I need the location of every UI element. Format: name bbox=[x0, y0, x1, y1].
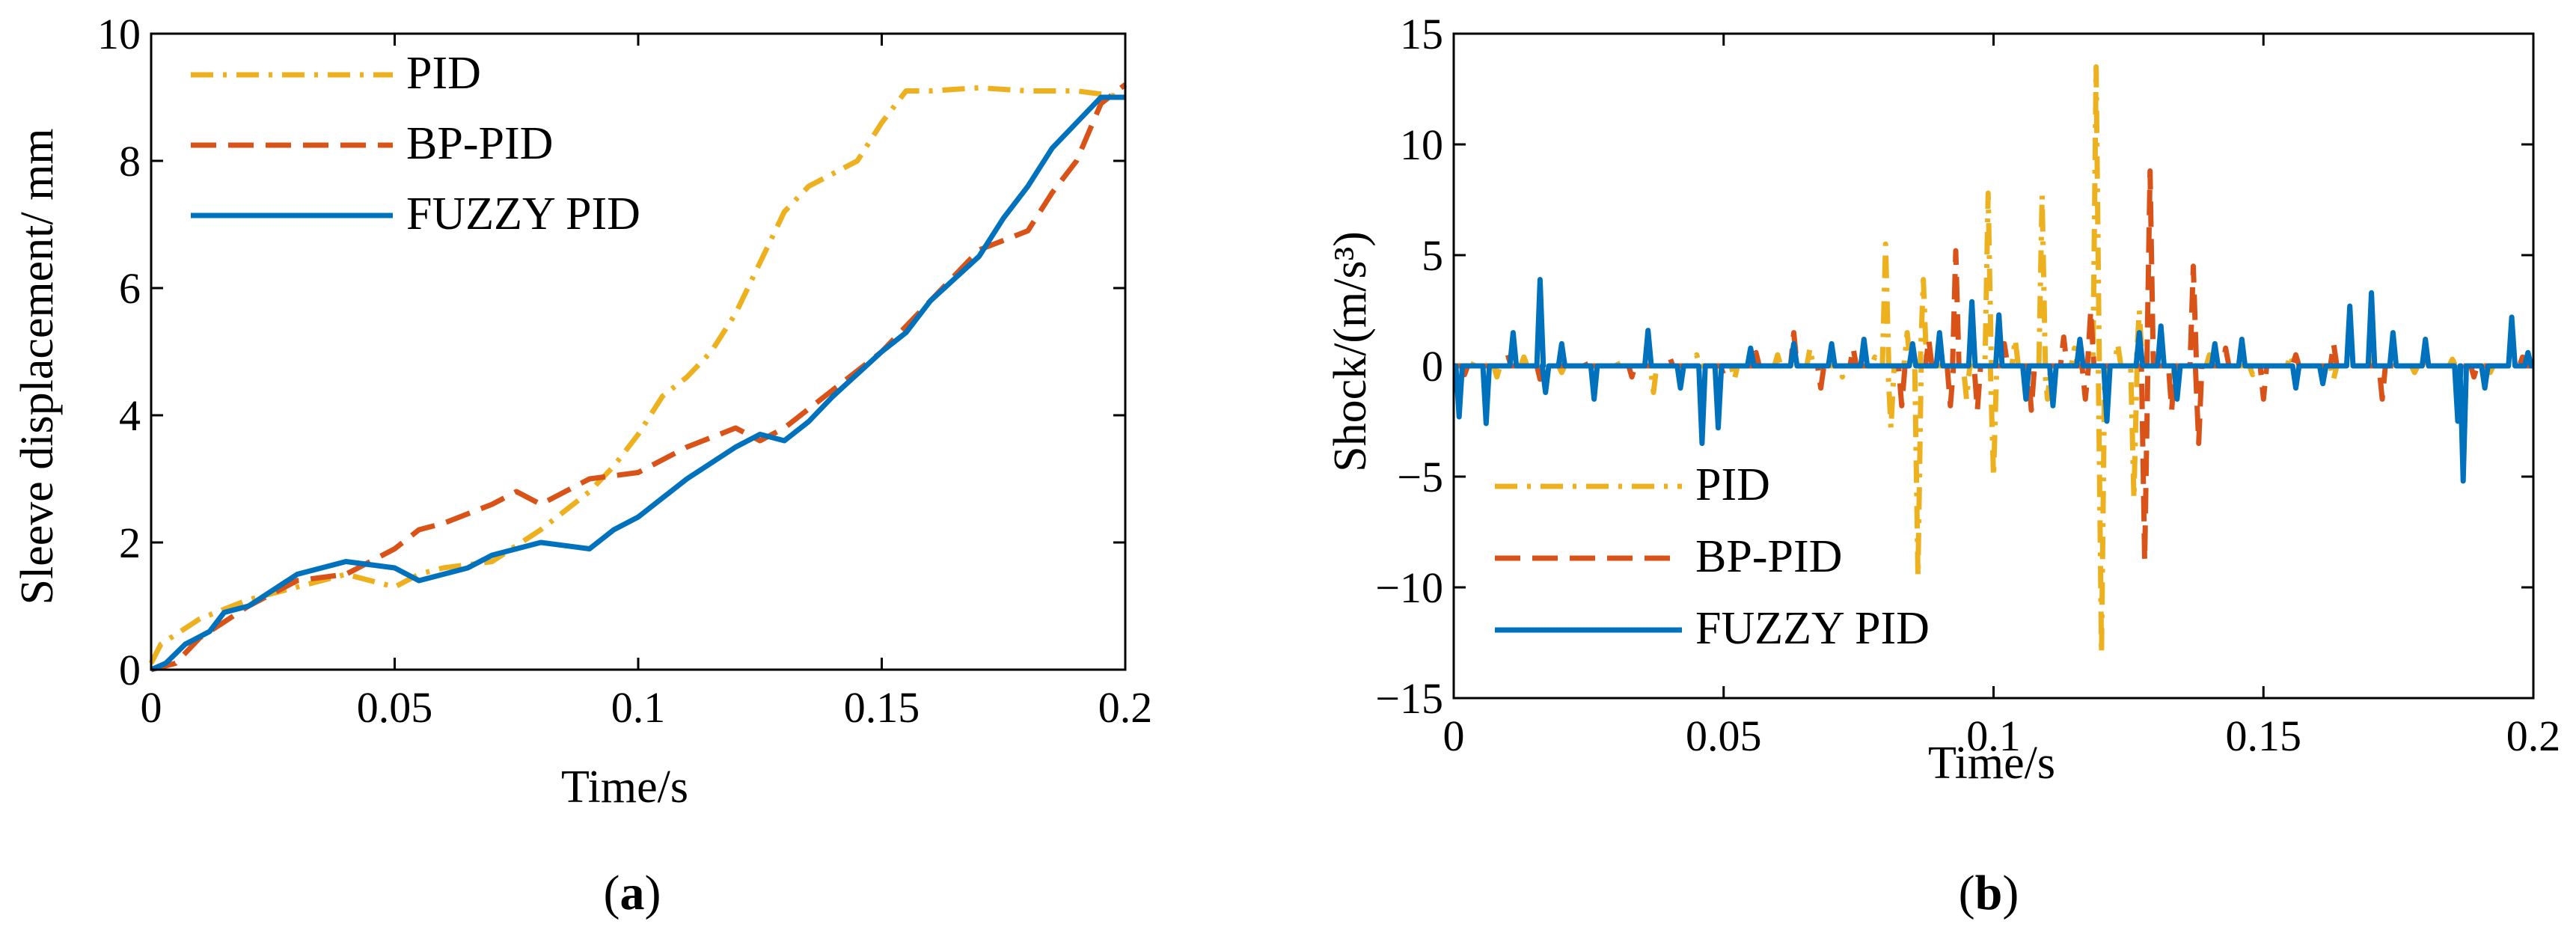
legend-label-pid: PID bbox=[406, 48, 481, 99]
x-tick-label: 0.2 bbox=[1098, 683, 1153, 732]
chart-b-x-ticks: 0 0.05 0.1 0.15 0.2 bbox=[1443, 34, 2561, 760]
chart-b-y-label: Shock/(m/s³) bbox=[1325, 231, 1376, 472]
chart-a-axes-box bbox=[150, 32, 1127, 671]
series-line-pid bbox=[148, 85, 1126, 665]
x-tick-label: 0.2 bbox=[2506, 712, 2561, 760]
caption-b: (b) bbox=[1959, 866, 2019, 920]
chart-a-y-label: Sleeve displacement/ mm bbox=[12, 128, 63, 605]
legend-label-fuzzy_pid: FUZZY PID bbox=[1695, 603, 1930, 654]
series-line-fuzzy_pid bbox=[1453, 277, 2534, 484]
y-tick-label: 8 bbox=[119, 137, 141, 186]
chart-b: 0 0.05 0.1 0.15 0.2 −15 −10 −5 0 5 10 15 PID BP-PID… bbox=[1325, 10, 2560, 789]
chart-a-x-ticks: 0 0.05 0.1 0.15 0.2 bbox=[141, 34, 1153, 732]
legend-label-pid: PID bbox=[1695, 459, 1770, 510]
y-tick-label: 0 bbox=[119, 646, 141, 694]
caption-b-letter: b bbox=[1975, 866, 2003, 920]
y-tick-label: −10 bbox=[1375, 563, 1443, 612]
y-tick-label: 2 bbox=[119, 519, 141, 567]
y-tick-label: 5 bbox=[1422, 231, 1443, 280]
chart-a-x-label: Time/s bbox=[561, 762, 688, 813]
chart-a-legend: PID BP-PID FUZZY PID bbox=[191, 48, 640, 239]
x-tick-label: 0.15 bbox=[2226, 712, 2302, 760]
x-tick-label: 0.05 bbox=[357, 683, 433, 732]
y-tick-label: −5 bbox=[1397, 453, 1443, 501]
chart-a: 0 0.05 0.1 0.15 0.2 0 2 4 6 8 10 PID BP-PID FUZZY P… bbox=[12, 10, 1152, 813]
x-tick-label: 0 bbox=[1443, 712, 1465, 760]
chart-a-series bbox=[148, 82, 1128, 673]
x-tick-label: 0.15 bbox=[844, 683, 920, 732]
y-tick-label: 10 bbox=[1400, 120, 1443, 169]
chart-b-series bbox=[1453, 64, 2534, 657]
y-tick-label: 4 bbox=[119, 391, 141, 440]
chart-b-y-ticks: −15 −10 −5 0 5 10 15 bbox=[1375, 10, 2533, 723]
legend-label-bp_pid: BP-PID bbox=[1695, 531, 1842, 582]
y-tick-label: 15 bbox=[1400, 10, 1443, 58]
y-tick-label: 0 bbox=[1422, 342, 1443, 391]
series-line-pid bbox=[1454, 64, 2534, 657]
y-tick-label: 6 bbox=[119, 264, 141, 313]
chart-b-axes-box bbox=[1452, 32, 2535, 700]
series-line-fuzzy_pid bbox=[150, 94, 1125, 673]
caption-a-letter: a bbox=[620, 866, 645, 920]
y-tick-label: −15 bbox=[1375, 674, 1443, 723]
chart-b-x-label: Time/s bbox=[1928, 738, 2055, 789]
series-line-bp_pid bbox=[150, 82, 1128, 673]
x-tick-label: 0.1 bbox=[1966, 712, 2021, 760]
x-tick-label: 0.05 bbox=[1686, 712, 1762, 760]
chart-b-legend: PID BP-PID FUZZY PID bbox=[1495, 459, 1930, 654]
x-tick-label: 0 bbox=[141, 683, 162, 732]
y-tick-label: 10 bbox=[97, 10, 141, 58]
x-tick-label: 0.1 bbox=[611, 683, 666, 732]
caption-a: (a) bbox=[604, 866, 661, 920]
chart-a-y-ticks: 0 2 4 6 8 10 bbox=[97, 10, 1125, 694]
legend-label-fuzzy_pid: FUZZY PID bbox=[406, 189, 640, 239]
legend-label-bp_pid: BP-PID bbox=[406, 118, 553, 169]
